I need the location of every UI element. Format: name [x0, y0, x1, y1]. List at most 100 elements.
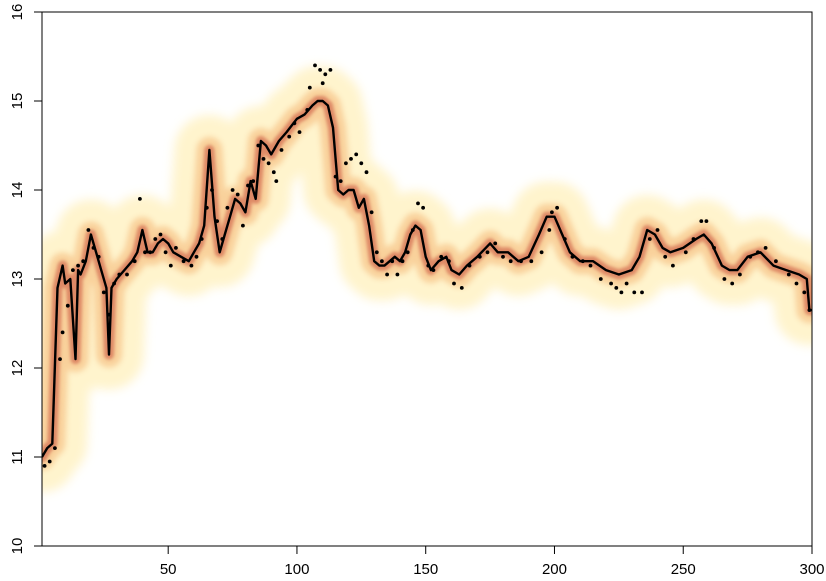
data-point — [786, 272, 791, 277]
x-tick-label: 100 — [284, 561, 309, 578]
data-point — [107, 312, 111, 317]
data-point — [609, 281, 613, 286]
data-point — [143, 250, 147, 255]
data-point — [704, 219, 709, 224]
data-point — [390, 259, 395, 264]
data-point — [369, 210, 374, 215]
data-point — [225, 205, 230, 210]
data-point — [230, 188, 235, 192]
data-point — [333, 174, 338, 179]
data-point — [640, 290, 644, 295]
data-point — [86, 228, 91, 232]
data-point — [380, 259, 384, 264]
fitted-line-layer — [42, 99, 812, 458]
data-point — [42, 464, 47, 468]
data-point — [730, 281, 735, 286]
data-point — [305, 108, 310, 112]
data-point — [318, 68, 322, 72]
data-point — [738, 272, 742, 277]
data-point — [210, 188, 214, 192]
data-point — [400, 259, 405, 264]
data-point — [501, 254, 505, 259]
data-point — [47, 459, 52, 464]
data-point — [96, 254, 101, 259]
data-point — [91, 246, 96, 250]
data-point — [562, 237, 567, 241]
data-point — [493, 241, 498, 246]
data-point — [292, 121, 297, 126]
data-point — [344, 161, 348, 166]
data-point — [174, 246, 178, 250]
x-tick-label: 50 — [160, 561, 177, 578]
data-point — [153, 237, 158, 241]
data-point — [619, 290, 624, 295]
data-point — [374, 250, 379, 255]
data-point — [712, 246, 716, 250]
y-tick-label: 12 — [9, 360, 26, 377]
data-point — [125, 272, 129, 277]
data-point — [71, 268, 75, 272]
data-point — [485, 250, 490, 255]
data-point — [297, 130, 302, 135]
uncertainty-band — [42, 66, 812, 492]
data-point — [246, 183, 250, 188]
data-point — [447, 259, 451, 264]
data-point — [261, 157, 266, 161]
x-tick-label: 300 — [799, 561, 824, 578]
data-point — [320, 81, 325, 86]
x-tick-label: 250 — [671, 561, 696, 578]
data-point — [529, 259, 534, 264]
data-point — [508, 259, 513, 264]
data-point — [632, 290, 637, 295]
data-point — [683, 250, 688, 255]
data-point — [274, 179, 279, 184]
data-point — [763, 246, 768, 250]
y-tick-label: 11 — [9, 449, 26, 465]
data-point — [671, 263, 675, 268]
data-point — [519, 259, 523, 264]
data-point — [338, 179, 343, 184]
data-point — [65, 303, 70, 308]
y-tick-label: 14 — [9, 182, 26, 199]
data-point — [459, 286, 464, 290]
data-point — [148, 250, 153, 255]
x-tick-label: 200 — [542, 561, 567, 578]
data-point — [323, 72, 328, 77]
data-point — [699, 219, 704, 224]
data-point — [112, 281, 116, 286]
data-point — [349, 157, 353, 161]
data-point — [60, 330, 65, 335]
data-point — [256, 143, 261, 148]
data-point — [439, 254, 444, 259]
data-point — [271, 170, 276, 175]
data-point — [555, 205, 559, 210]
data-point — [598, 277, 603, 281]
data-point — [220, 237, 225, 241]
data-point — [774, 259, 778, 264]
data-point — [426, 263, 431, 268]
data-point — [452, 281, 456, 286]
data-point — [410, 228, 415, 232]
data-point — [395, 272, 400, 277]
data-point — [235, 192, 240, 197]
data-point — [204, 205, 209, 210]
data-point — [158, 232, 163, 237]
axes: 50 100 150 200 250 300 10 11 12 13 14 15 16 — [9, 4, 825, 578]
x-tick-label: 150 — [413, 561, 438, 578]
data-point — [138, 197, 142, 201]
data-point — [199, 237, 204, 241]
y-tick-label: 15 — [9, 93, 26, 110]
data-point — [359, 161, 364, 166]
data-point — [163, 250, 168, 255]
data-point — [807, 308, 812, 312]
data-point — [313, 63, 317, 68]
data-point — [385, 272, 389, 277]
data-point — [58, 357, 62, 361]
data-point — [328, 68, 333, 72]
data-point — [663, 254, 668, 259]
data-point — [756, 250, 760, 255]
data-point — [547, 228, 552, 232]
data-point — [307, 85, 312, 90]
data-point — [181, 259, 186, 264]
data-point — [722, 277, 727, 281]
